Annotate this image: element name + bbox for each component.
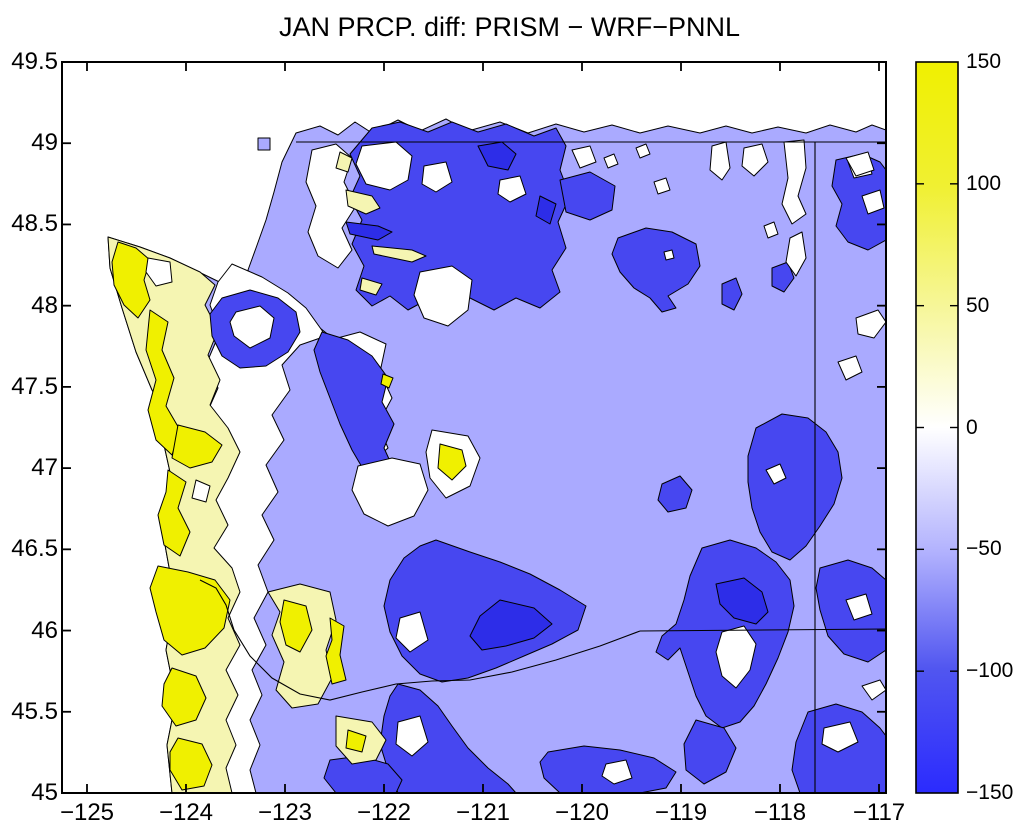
- coast-yellow-strip-3: [161, 667, 207, 727]
- x-tick-label: −117: [852, 799, 906, 826]
- y-tick-label: 48: [31, 291, 58, 319]
- x-tick-label: −118: [753, 799, 807, 826]
- cascade-south-mass: [379, 683, 517, 793]
- east-white-2: [837, 355, 863, 381]
- y-tick-label: 48.5: [11, 210, 58, 238]
- chart-title: JAN PRCP. diff: PRISM − WRF−PNNL: [278, 12, 741, 42]
- x-tick-label: −125: [59, 799, 115, 826]
- inland-pale-core: [279, 599, 313, 653]
- y-tick-label: 49.5: [11, 48, 58, 75]
- top-white-streak: [781, 139, 807, 225]
- east-small-blob: [657, 475, 693, 513]
- coast-yellow-big: [149, 565, 231, 656]
- east-mid-blob: [747, 413, 843, 561]
- x-tick-label: −120: [554, 799, 610, 826]
- cascade-north-hole-4: [497, 175, 527, 203]
- y-tick-label: 47: [31, 454, 58, 482]
- colorbar-tick-label: 150: [966, 50, 1002, 73]
- top-white-1: [571, 145, 597, 169]
- olympic-white-hole: [145, 257, 173, 287]
- central-white-patch: [351, 457, 429, 527]
- cascade-north-hole-2: [421, 161, 453, 193]
- top-white-6: [653, 177, 671, 195]
- x-tick-label: −121: [455, 799, 511, 826]
- cascade-north-hole-1: [355, 141, 413, 191]
- colorbar-tick-label: 0: [966, 415, 978, 439]
- x-tick-label: −122: [356, 799, 412, 826]
- cascade-south-hole: [395, 715, 429, 757]
- ne-blob-okanogan-dot: [663, 249, 675, 261]
- border-oregon-46n: [639, 628, 886, 632]
- se-bottom-blob: [683, 719, 737, 785]
- y-tick-label: 49: [31, 129, 58, 157]
- rainier-yellow-core: [437, 443, 467, 481]
- top-white-7: [635, 143, 651, 159]
- coast-yellow-strip-4: [169, 737, 213, 791]
- colorbar-tick-label: −100: [966, 659, 1014, 683]
- top-left-islet: [257, 137, 271, 151]
- cascade-north-hole-3: [413, 265, 473, 327]
- puget-ring-core: [229, 305, 275, 349]
- puget-pale-spot-2: [345, 189, 381, 215]
- cascade-central-mass: [383, 539, 587, 683]
- east-white-1: [855, 309, 886, 339]
- y-tick-label: 46.5: [11, 535, 58, 563]
- se-corner-hole: [821, 721, 859, 753]
- ne-corner-cluster: [831, 153, 886, 251]
- axis-ticks: [62, 61, 886, 794]
- colorbar-ticks: [916, 183, 958, 672]
- top-white-4: [785, 231, 807, 277]
- y-tick-label: 45: [31, 779, 58, 806]
- bottom-center-hole: [601, 759, 633, 785]
- puget-pale-spot-3: [359, 277, 383, 296]
- axis-box: [61, 61, 887, 794]
- top-white-2: [709, 141, 731, 181]
- deep-streak-north: [345, 221, 393, 241]
- inland-yellow-streak: [325, 617, 347, 685]
- ne-blob-okanogan: [611, 227, 701, 313]
- cascade-central-hole: [395, 611, 429, 653]
- ne-corner-hole-2: [861, 189, 885, 215]
- east-white-3: [861, 679, 886, 701]
- colorbar-tick-label: −150: [966, 781, 1014, 804]
- cascade-deep-core-1: [477, 141, 517, 171]
- x-tick-label: −119: [654, 799, 708, 826]
- ne-small-blob-2: [771, 261, 795, 293]
- east-edge-hole: [845, 593, 873, 621]
- se-deep-core: [715, 577, 769, 625]
- cascade-deep-core-2: [535, 195, 557, 225]
- y-tick-label: 47.5: [11, 372, 58, 400]
- puget-yellow-dot: [380, 373, 394, 389]
- contour-fill-layer: [107, 118, 886, 793]
- x-tick-label: −124: [158, 799, 214, 826]
- top-white-8: [603, 153, 619, 169]
- east-mid-hole: [765, 463, 787, 485]
- ne-small-blob-1: [721, 277, 743, 311]
- coast-yellow-bulge: [171, 424, 223, 469]
- top-white-5: [845, 151, 875, 177]
- border-columbia-river: [199, 579, 641, 701]
- top-white-3: [741, 143, 769, 177]
- coast-yellow-strip-2: [157, 469, 191, 557]
- band-white-hole: [191, 479, 211, 503]
- colorbar-tick-label: 100: [966, 171, 1002, 195]
- y-tick-label: 45.5: [11, 697, 58, 725]
- south-pale-core: [345, 729, 367, 753]
- olympic-yellow-core: [111, 241, 151, 319]
- colorbar-tick-label: −50: [966, 537, 1002, 561]
- cascade-east-lobe: [559, 171, 616, 221]
- top-white-diamond: [763, 221, 779, 239]
- puget-pale-spot-1: [335, 151, 353, 173]
- puget-pale-streak: [371, 245, 427, 263]
- se-big-hole: [715, 625, 757, 689]
- x-tick-label: −123: [257, 799, 313, 826]
- y-tick-label: 46: [31, 616, 58, 644]
- cascade-central-core: [469, 599, 553, 651]
- colorbar-tick-label: 50: [966, 293, 990, 317]
